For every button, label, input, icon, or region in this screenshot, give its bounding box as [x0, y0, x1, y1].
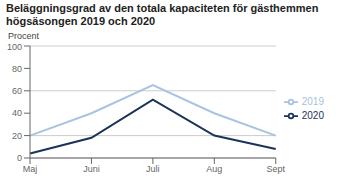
svg-text:80: 80: [12, 64, 22, 74]
svg-text:Maj: Maj: [23, 164, 38, 174]
html-text:2020: 2020: [301, 109, 324, 121]
svg-text:Sept: Sept: [266, 164, 285, 174]
svg-text:0: 0: [17, 153, 22, 163]
svg-text:Juli: Juli: [146, 164, 160, 174]
svg-text:40: 40: [12, 108, 22, 118]
svg-text:60: 60: [12, 86, 22, 96]
html-text:Procent: Procent: [8, 31, 39, 41]
html-text:2019: 2019: [301, 95, 324, 107]
svg-text:Aug: Aug: [206, 164, 222, 174]
svg-text:100: 100: [8, 42, 22, 52]
html-text:Beläggningsgrad av den totala: Beläggningsgrad av den totala kapacitete…: [6, 2, 319, 27]
svg-text:Juni: Juni: [83, 164, 100, 174]
svg-text:20: 20: [12, 131, 22, 141]
